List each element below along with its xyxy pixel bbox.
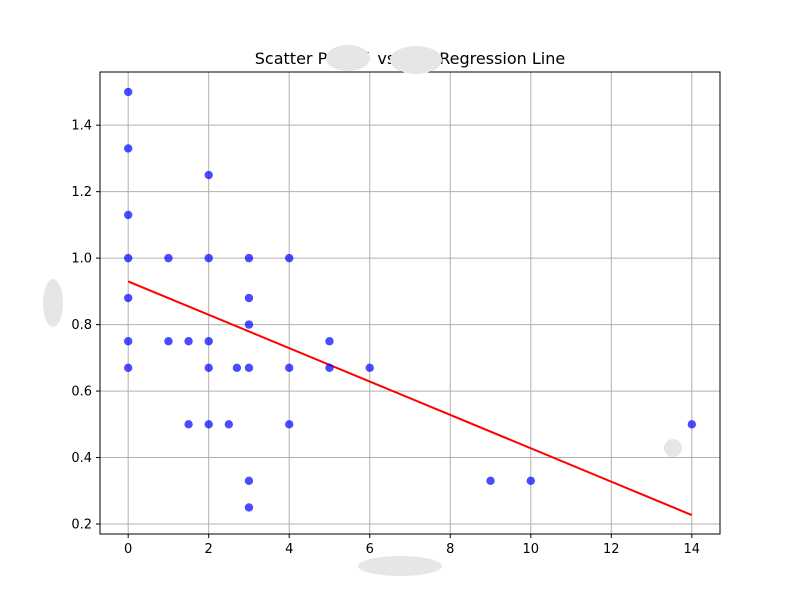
- regression-line: [127, 280, 693, 516]
- y-tick-label: 1.2: [71, 185, 92, 200]
- data-point: [325, 363, 334, 373]
- data-point: [244, 363, 254, 373]
- y-tick-label: 1.4: [71, 119, 92, 134]
- data-point: [123, 87, 133, 97]
- data-point: [164, 253, 173, 263]
- title-redaction-2: [390, 46, 442, 74]
- data-point: [687, 420, 697, 429]
- redaction-marks: [43, 45, 682, 576]
- title-part-2: vs: [377, 49, 395, 68]
- data-point: [244, 293, 254, 303]
- data-point: [123, 210, 133, 220]
- x-tick-label: 14: [684, 542, 701, 557]
- ylabel-redaction: [43, 279, 63, 327]
- grid: [100, 72, 720, 534]
- y-tick-label: 0.6: [71, 385, 92, 400]
- data-point: [486, 476, 495, 486]
- x-tick-label: 8: [446, 542, 454, 557]
- x-tick-label: 12: [603, 542, 620, 557]
- data-point: [224, 420, 234, 429]
- data-point: [285, 253, 294, 263]
- data-point: [244, 320, 254, 329]
- regression-line-group: [127, 280, 693, 516]
- data-point: [204, 170, 213, 180]
- data-point: [365, 363, 374, 373]
- axis-ticks: 0 2 4 6 8 10 12 14 0.2 0.4 0.6 0.8 1.0 1.2 1.4: [71, 119, 700, 557]
- data-point: [204, 363, 213, 373]
- x-tick-label: 10: [523, 542, 540, 557]
- x-tick-label: 6: [366, 542, 374, 557]
- title-part-3: with Regression Line: [400, 49, 565, 68]
- data-points: [123, 87, 697, 512]
- data-point: [285, 420, 294, 429]
- data-point: [164, 337, 173, 346]
- data-point: [244, 253, 254, 263]
- x-tick-label: 0: [124, 542, 132, 557]
- data-point: [123, 144, 133, 153]
- data-point: [184, 420, 193, 429]
- annotation-redaction: [664, 439, 682, 457]
- data-point: [123, 293, 133, 303]
- data-point: [285, 363, 294, 373]
- data-point: [325, 337, 334, 346]
- data-point: [204, 253, 213, 263]
- y-tick-label: 1.0: [71, 252, 92, 267]
- data-point: [204, 420, 213, 429]
- title-redaction-1: [326, 45, 370, 71]
- data-point: [232, 363, 242, 373]
- axes-frame: [99, 71, 721, 535]
- data-point: [184, 337, 193, 346]
- y-tick-label: 0.2: [71, 518, 92, 533]
- y-tick-label: 0.4: [71, 451, 92, 466]
- data-point: [123, 337, 133, 346]
- x-tick-label: 2: [205, 542, 213, 557]
- data-point: [526, 476, 535, 486]
- data-point: [204, 337, 213, 346]
- data-point: [123, 363, 133, 373]
- data-point: [244, 476, 254, 486]
- x-tick-label: 4: [285, 542, 293, 557]
- xlabel-redaction: [358, 556, 442, 576]
- data-point: [244, 503, 254, 512]
- y-tick-label: 0.8: [71, 318, 92, 333]
- data-point: [123, 253, 133, 263]
